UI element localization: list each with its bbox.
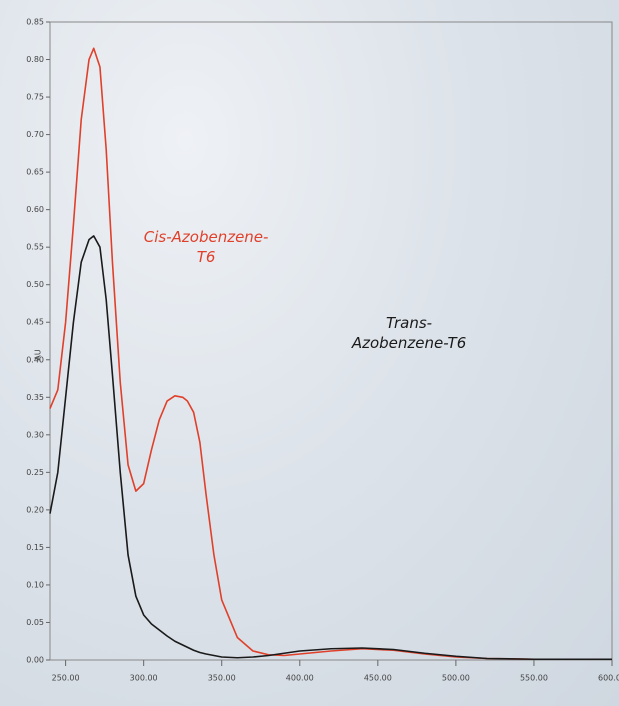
- x-tick-label: 350.00: [208, 674, 236, 683]
- y-tick-label: 0.45: [26, 318, 44, 327]
- x-tick-label: 600.00: [598, 674, 619, 683]
- y-tick-label: 0.25: [26, 468, 44, 477]
- plot-frame: [50, 22, 612, 660]
- y-tick-label: 0.15: [26, 543, 44, 552]
- y-tick-label: 0.85: [26, 18, 44, 27]
- y-tick-label: 0.50: [26, 280, 44, 289]
- y-tick-label: 0.30: [26, 430, 44, 439]
- y-tick-label: 0.65: [26, 168, 44, 177]
- annotation: Trans-Azobenzene-T6: [341, 313, 477, 353]
- page: AU 0.000.050.100.150.200.250.300.350.400…: [0, 0, 619, 706]
- x-tick-label: 400.00: [286, 674, 314, 683]
- y-tick-label: 0.70: [26, 130, 44, 139]
- y-tick-label: 0.55: [26, 243, 44, 252]
- x-tick-label: 250.00: [52, 674, 80, 683]
- x-tick-label: 300.00: [130, 674, 158, 683]
- y-tick-label: 0.00: [26, 656, 44, 665]
- y-tick-label: 0.35: [26, 393, 44, 402]
- x-tick-label: 500.00: [442, 674, 470, 683]
- series-line: [50, 236, 612, 659]
- x-tick-label: 450.00: [364, 674, 392, 683]
- y-tick-label: 0.60: [26, 205, 44, 214]
- series-line: [50, 48, 612, 659]
- y-tick-label: 0.10: [26, 580, 44, 589]
- y-tick-label: 0.80: [26, 55, 44, 64]
- annotation: Cis-Azobenzene-T6: [138, 227, 274, 267]
- x-tick-label: 550.00: [520, 674, 548, 683]
- y-tick-label: 0.75: [26, 93, 44, 102]
- chart: AU 0.000.050.100.150.200.250.300.350.400…: [0, 0, 619, 706]
- y-tick-label: 0.05: [26, 618, 44, 627]
- y-tick-label: 0.40: [26, 355, 44, 364]
- y-tick-label: 0.20: [26, 505, 44, 514]
